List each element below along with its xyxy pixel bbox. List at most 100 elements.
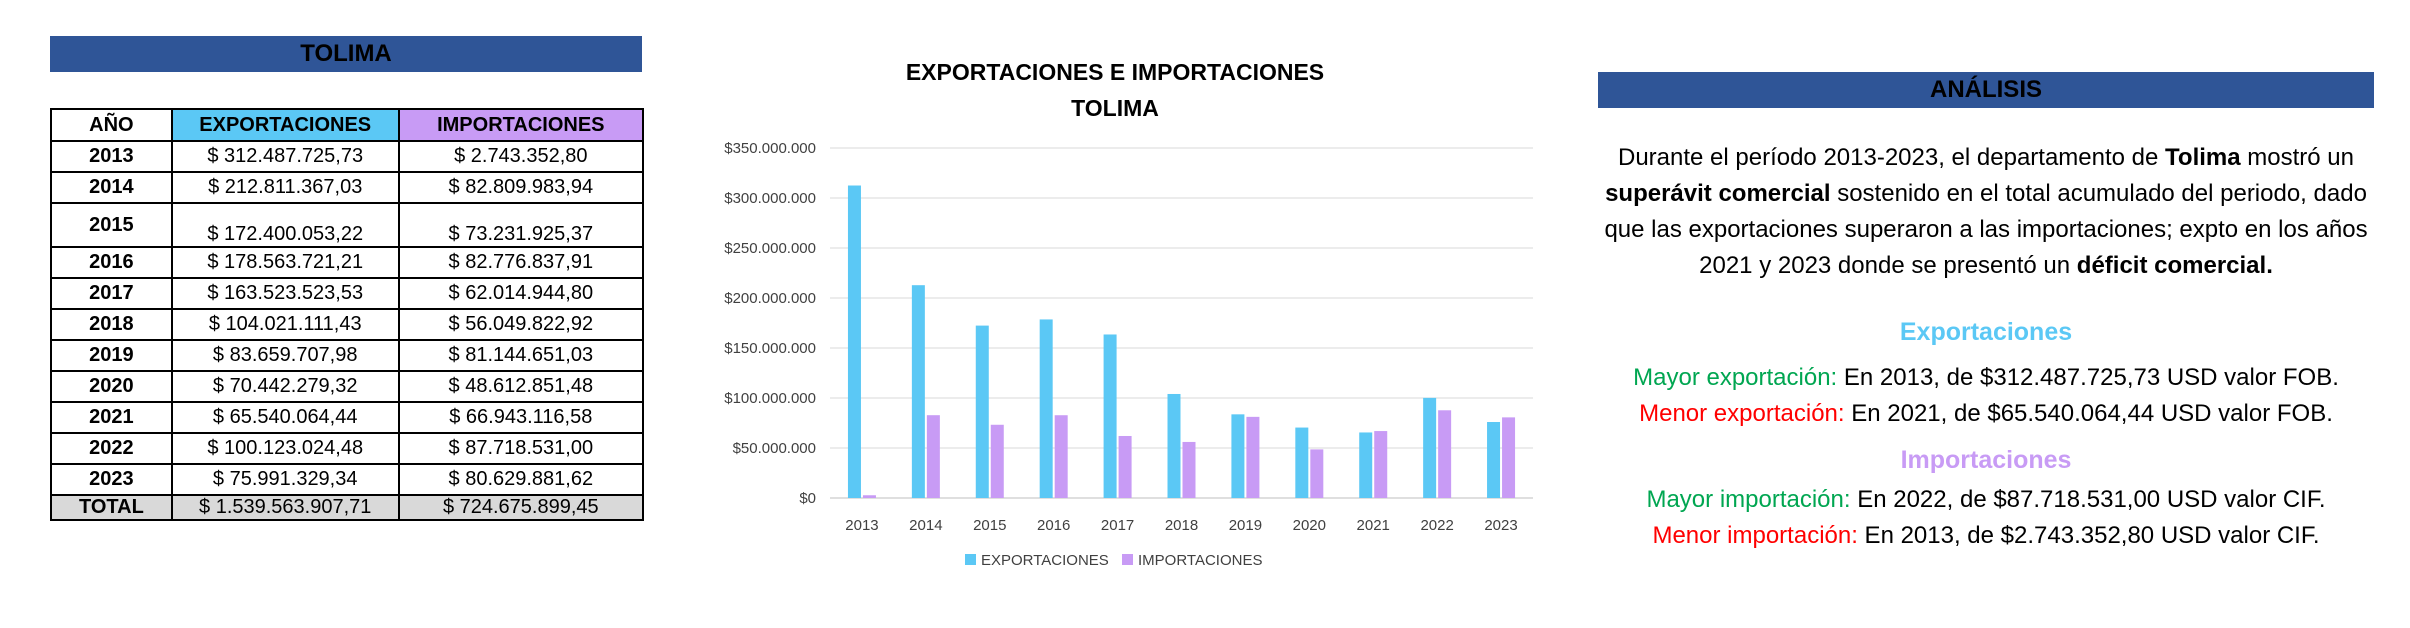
row-year: 2022 xyxy=(50,432,173,465)
import-bar-2018 xyxy=(1182,441,1196,498)
row-year: 2015 xyxy=(50,202,173,248)
x-tick-label: 2020 xyxy=(1293,517,1326,534)
table-row: 2023 $ 75.991.329,34 $ 80.629.881,62 xyxy=(50,463,645,496)
header-exports: EXPORTACIONES xyxy=(170,108,400,142)
row-exports: $ 70.442.279,32 xyxy=(170,370,400,403)
export-bar-2020 xyxy=(1295,427,1309,498)
imports-subtitle: Importaciones xyxy=(1900,446,2072,474)
row-imports: $ 81.144.651,03 xyxy=(397,339,645,372)
x-tick-label: 2014 xyxy=(909,517,942,534)
total-exports: $ 1.539.563.907,71 xyxy=(170,494,400,521)
export-bar-2016 xyxy=(1039,319,1053,498)
row-year: 2018 xyxy=(50,308,173,341)
analysis-line-2: superávit comercial sostenido en el tota… xyxy=(1605,180,2367,207)
table-title: TOLIMA xyxy=(50,36,642,72)
analysis-title: ANÁLISIS xyxy=(1598,72,2374,108)
import-bar-2017 xyxy=(1118,435,1132,498)
trade-table: AÑO EXPORTACIONES IMPORTACIONES 2013 $ 31… xyxy=(50,108,645,521)
row-year: 2023 xyxy=(50,463,173,496)
x-tick-label: 2023 xyxy=(1484,517,1517,534)
y-tick-label: $250.000.000 xyxy=(724,240,816,257)
import-bar-2013 xyxy=(862,495,876,498)
exports-subtitle: Exportaciones xyxy=(1899,318,2073,346)
y-tick-label: $0 xyxy=(799,490,816,507)
y-tick-label: $150.000.000 xyxy=(724,340,816,357)
analysis-line-1: Durante el período 2013-2023, el departa… xyxy=(1617,144,2354,171)
min-export-line: Menor exportación: En 2021, de $65.540.0… xyxy=(1639,400,2333,427)
table-row: 2021 $ 65.540.064,44 $ 66.943.116,58 xyxy=(50,401,645,434)
import-bar-2022 xyxy=(1438,410,1452,498)
row-year: 2019 xyxy=(50,339,173,372)
chart-subtitle: TOLIMA xyxy=(1071,95,1159,121)
max-import-line: Mayor importación: En 2022, de $87.718.5… xyxy=(1646,486,2326,513)
table-row: 2013 $ 312.487.725,73 $ 2.743.352,80 xyxy=(50,140,645,173)
export-bar-2019 xyxy=(1231,414,1245,498)
x-tick-label: 2021 xyxy=(1357,517,1390,534)
table-total-row: TOTAL $ 1.539.563.907,71 $ 724.675.899,45 xyxy=(50,494,645,521)
export-bar-2014 xyxy=(911,285,925,498)
row-imports: $ 80.629.881,62 xyxy=(397,463,645,496)
table-row: 2022 $ 100.123.024,48 $ 87.718.531,00 xyxy=(50,432,645,465)
header-imports: IMPORTACIONES xyxy=(397,108,645,142)
analysis-paragraph: Durante el período 2013-2023, el departa… xyxy=(1598,140,2374,284)
row-exports: $ 312.487.725,73 xyxy=(170,140,400,173)
x-tick-label: 2015 xyxy=(973,517,1006,534)
analysis-line-4: 2021 y 2023 donde se presentó un déficit… xyxy=(1699,252,2273,279)
row-year: 2014 xyxy=(50,171,173,204)
max-export-line: Mayor exportación: En 2013, de $312.487.… xyxy=(1633,364,2339,391)
legend-swatch-exports xyxy=(965,554,976,565)
legend-label-exports: EXPORTACIONES xyxy=(981,552,1109,569)
row-imports: $ 73.231.925,37 xyxy=(397,202,645,248)
table-row: 2016 $ 178.563.721,21 $ 82.776.837,91 xyxy=(50,246,645,279)
import-bar-2019 xyxy=(1246,416,1260,498)
y-tick-label: $350.000.000 xyxy=(724,140,816,157)
row-year: 2016 xyxy=(50,246,173,279)
export-bar-2023 xyxy=(1487,422,1501,498)
table-row: 2014 $ 212.811.367,03 $ 82.809.983,94 xyxy=(50,171,645,204)
export-bar-2017 xyxy=(1103,334,1117,498)
row-imports: $ 66.943.116,58 xyxy=(397,401,645,434)
y-axis-ticks: $0 $50.000.000 $100.000.000 $150.000.000 $20… xyxy=(724,140,816,507)
analysis-line-3: que las exportaciones superaron a las im… xyxy=(1604,216,2368,243)
table-row: 2015 $ 172.400.053,22 $ 73.231.925,37 xyxy=(50,202,645,248)
import-bar-2023 xyxy=(1502,417,1516,498)
row-imports: $ 56.049.822,92 xyxy=(397,308,645,341)
y-tick-label: $300.000.000 xyxy=(724,190,816,207)
total-label: TOTAL xyxy=(50,494,173,521)
y-tick-label: $100.000.000 xyxy=(724,390,816,407)
table-row: 2019 $ 83.659.707,98 $ 81.144.651,03 xyxy=(50,339,645,372)
header-year: AÑO xyxy=(50,108,173,142)
min-import-line: Menor importación: En 2013, de $2.743.35… xyxy=(1652,522,2320,549)
x-tick-label: 2019 xyxy=(1229,517,1262,534)
chart-title: EXPORTACIONES E IMPORTACIONES xyxy=(906,59,1324,85)
x-tick-label: 2022 xyxy=(1420,517,1453,534)
export-bar-2018 xyxy=(1167,393,1181,498)
row-exports: $ 83.659.707,98 xyxy=(170,339,400,372)
import-bar-2015 xyxy=(990,424,1004,498)
trade-bar-chart: EXPORTACIONES E IMPORTACIONES TOLIMA $0$… xyxy=(724,59,1533,569)
table-row: 2017 $ 163.523.523,53 $ 62.014.944,80 xyxy=(50,277,645,310)
row-exports: $ 104.021.111,43 xyxy=(170,308,400,341)
x-tick-label: 2016 xyxy=(1037,517,1070,534)
row-exports: $ 212.811.367,03 xyxy=(170,171,400,204)
y-tick-label: $50.000.000 xyxy=(733,440,816,457)
row-exports: $ 75.991.329,34 xyxy=(170,463,400,496)
row-exports: $ 65.540.064,44 xyxy=(170,401,400,434)
x-tick-label: 2017 xyxy=(1101,517,1134,534)
y-tick-label: $200.000.000 xyxy=(724,290,816,307)
legend-swatch-imports xyxy=(1122,554,1133,565)
export-bar-2022 xyxy=(1423,397,1437,498)
import-bar-2021 xyxy=(1374,431,1388,498)
x-axis-ticks: 2013 2014 2015 2016 2017 2018 2019 2020 2021 2022… xyxy=(845,517,1517,534)
row-imports: $ 87.718.531,00 xyxy=(397,432,645,465)
table-body: 2013 $ 312.487.725,73 $ 2.743.352,80 2014 $ … xyxy=(50,140,645,521)
table-header-row: AÑO EXPORTACIONES IMPORTACIONES xyxy=(50,108,645,142)
row-imports: $ 82.809.983,94 xyxy=(397,171,645,204)
row-year: 2013 xyxy=(50,140,173,173)
row-exports: $ 163.523.523,53 xyxy=(170,277,400,310)
x-tick-label: 2013 xyxy=(845,517,878,534)
row-year: 2020 xyxy=(50,370,173,403)
import-bar-2014 xyxy=(926,415,940,498)
row-exports: $ 178.563.721,21 xyxy=(170,246,400,279)
chart-gridlines xyxy=(830,147,1533,499)
